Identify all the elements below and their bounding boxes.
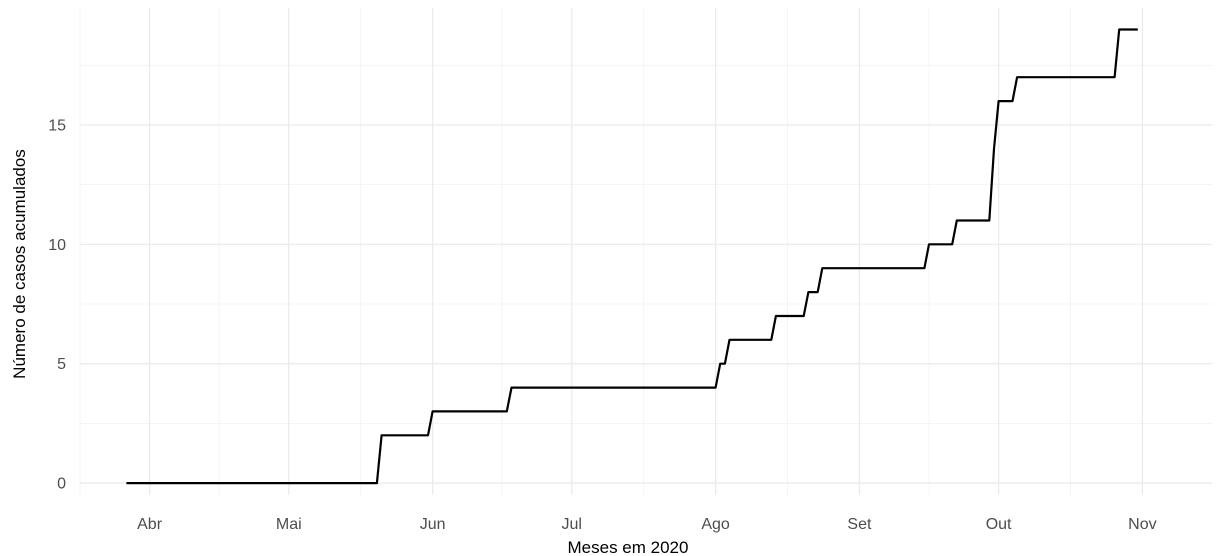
- x-tick-label: Set: [847, 516, 872, 533]
- y-tick-label: 15: [48, 117, 66, 134]
- major-gridlines: [80, 8, 1212, 495]
- x-tick-label: Ago: [701, 516, 730, 533]
- x-tick-label: Jul: [562, 516, 582, 533]
- y-axis-tick-labels: 0 5 10 15: [48, 117, 66, 492]
- x-axis-title: Meses em 2020: [568, 538, 689, 556]
- y-tick-label: 10: [48, 237, 66, 254]
- x-tick-label: Jun: [420, 516, 446, 533]
- y-axis-title: Número de casos acumulados: [10, 149, 29, 379]
- x-tick-label: Mai: [276, 516, 302, 533]
- x-tick-label: Out: [986, 516, 1012, 533]
- series-layer: [126, 28, 1138, 485]
- minor-gridlines: [79, 8, 1212, 495]
- y-tick-label: 0: [57, 476, 66, 493]
- x-axis-tick-labels: Abr Mai Jun Jul Ago Set Out Nov: [137, 516, 1156, 533]
- y-tick-label: 5: [57, 356, 66, 373]
- cumulative-cases-line: [126, 28, 1138, 485]
- x-tick-label: Nov: [1128, 516, 1156, 533]
- x-tick-label: Abr: [137, 516, 163, 533]
